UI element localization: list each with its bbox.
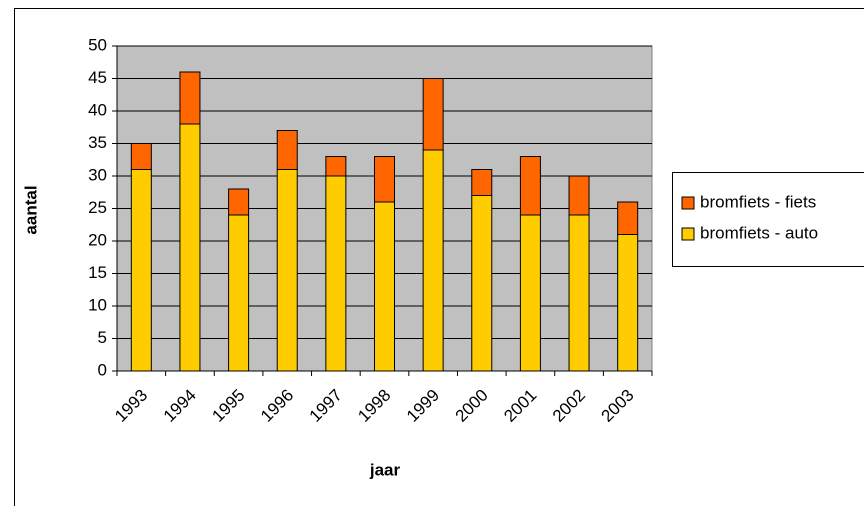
y-tick-label: 5 [98, 328, 107, 347]
bar-segment [519, 156, 541, 216]
bar-segment [276, 169, 298, 372]
y-tick-label: 30 [88, 165, 107, 184]
y-tick-label: 45 [88, 68, 107, 87]
bar-segment [422, 78, 444, 151]
legend-box [672, 172, 864, 267]
bar-segment [617, 201, 639, 235]
y-tick-label: 20 [88, 230, 107, 249]
y-tick-label: 35 [88, 133, 107, 152]
y-tick-label: 40 [88, 100, 107, 119]
legend-swatch [681, 227, 695, 241]
y-tick-label: 15 [88, 263, 107, 282]
bar-segment [325, 175, 347, 372]
y-axis-label: aantal [21, 185, 40, 234]
bar-segment [471, 195, 493, 372]
bar-segment [374, 156, 395, 203]
bar-segment [519, 214, 541, 372]
bar-segment [374, 201, 395, 372]
legend-swatch [681, 196, 695, 210]
bar-segment [228, 188, 250, 216]
bar-segment [325, 156, 347, 177]
bar-segment [568, 175, 590, 216]
y-tick-label: 25 [88, 198, 107, 217]
bar-segment [568, 214, 590, 372]
bar-segment [130, 169, 152, 372]
legend-label: bromfiets - fiets [700, 192, 816, 211]
y-tick-label: 50 [88, 35, 107, 54]
bar-segment [276, 130, 298, 170]
y-tick-label: 0 [98, 360, 107, 379]
bar-segment [228, 214, 250, 372]
legend-label: bromfiets - auto [700, 223, 818, 242]
x-axis-label: jaar [369, 460, 401, 479]
bar-segment [471, 169, 493, 196]
bar-segment [617, 234, 639, 372]
bar-segment [179, 71, 201, 125]
bar-segment [130, 143, 152, 170]
bar-segment [179, 123, 201, 372]
bar-segment [422, 149, 444, 372]
y-tick-label: 10 [88, 295, 107, 314]
